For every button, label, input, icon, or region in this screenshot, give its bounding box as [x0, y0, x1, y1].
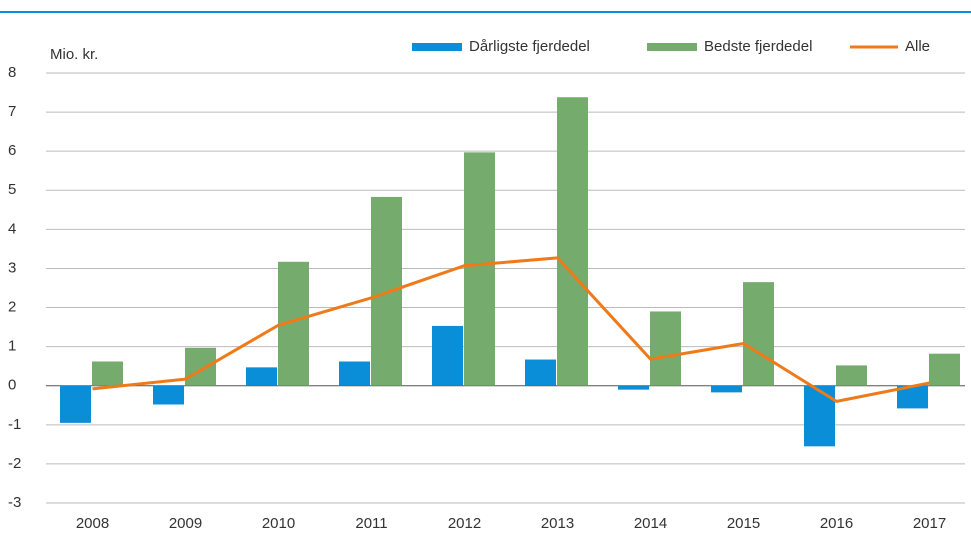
bar	[246, 367, 277, 386]
bar	[557, 97, 588, 386]
bar	[464, 152, 495, 386]
bar	[339, 361, 370, 386]
bar	[711, 385, 742, 393]
y-tick-label: -2	[8, 455, 21, 472]
y-tick-label: 8	[8, 64, 16, 81]
x-tick-label: 2008	[76, 515, 109, 532]
y-axis-label: Mio. kr.	[50, 46, 98, 63]
y-tick-label: -1	[8, 416, 21, 433]
bar	[650, 311, 681, 386]
legend-label: Alle	[905, 38, 930, 55]
bar	[60, 385, 91, 423]
bar	[185, 347, 216, 386]
line	[92, 256, 930, 403]
x-tick-label: 2011	[355, 515, 387, 532]
bar	[897, 385, 928, 409]
y-tick-label: -3	[8, 494, 21, 511]
bar	[618, 385, 649, 390]
y-tick-label: 1	[8, 338, 16, 355]
legend-label: Bedste fjerdedel	[704, 38, 812, 55]
bar	[153, 385, 184, 405]
x-tick-label: 2009	[169, 515, 202, 532]
bar	[432, 325, 463, 386]
legend-swatch	[412, 43, 462, 51]
x-tick-label: 2017	[913, 515, 946, 532]
x-tick-label: 2014	[634, 515, 667, 532]
y-tick-label: 0	[8, 377, 16, 394]
y-tick-label: 4	[8, 220, 16, 237]
x-tick-label: 2015	[727, 515, 760, 532]
legend-label: Dårligste fjerdedel	[469, 38, 590, 55]
bar	[804, 385, 835, 447]
y-tick-label: 3	[8, 259, 16, 276]
x-tick-label: 2012	[448, 515, 481, 532]
legend-swatch	[647, 43, 697, 51]
y-tick-label: 6	[8, 142, 16, 159]
bar	[929, 353, 960, 386]
x-tick-label: 2010	[262, 515, 295, 532]
y-tick-label: 7	[8, 103, 16, 120]
bar	[743, 282, 774, 386]
y-tick-label: 2	[8, 299, 16, 316]
bar	[92, 361, 123, 386]
bar	[525, 359, 556, 386]
x-tick-label: 2013	[541, 515, 574, 532]
x-tick-label: 2016	[820, 515, 853, 532]
y-tick-label: 5	[8, 181, 16, 198]
bar	[836, 365, 867, 386]
